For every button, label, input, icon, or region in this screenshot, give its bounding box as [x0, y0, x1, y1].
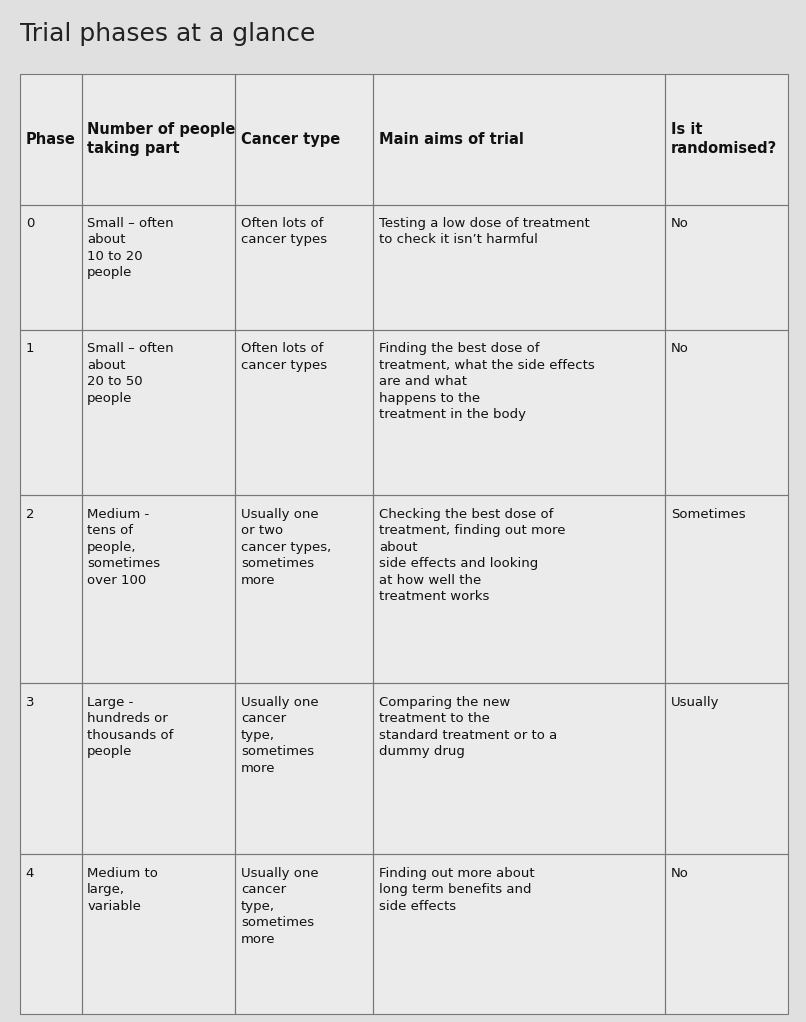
Text: Small – often
about
20 to 50
people: Small – often about 20 to 50 people [87, 342, 174, 405]
Bar [235, 74, 373, 204]
Bar [81, 684, 235, 854]
Text: No: No [671, 342, 689, 356]
Bar [666, 74, 788, 204]
Text: Usually one
cancer
type,
sometimes
more: Usually one cancer type, sometimes more [241, 867, 318, 945]
Text: Comparing the new
treatment to the
standard treatment or to a
dummy drug: Comparing the new treatment to the stand… [379, 696, 558, 758]
Bar [666, 496, 788, 684]
Text: 4: 4 [26, 867, 34, 880]
Bar [81, 496, 235, 684]
Bar [235, 204, 373, 330]
Text: Usually one
cancer
type,
sometimes
more: Usually one cancer type, sometimes more [241, 696, 318, 775]
Bar [20, 330, 81, 496]
Bar [373, 74, 666, 204]
Text: Finding out more about
long term benefits and
side effects: Finding out more about long term benefit… [379, 867, 534, 913]
Text: Phase: Phase [26, 132, 76, 146]
Bar [235, 330, 373, 496]
Text: Medium to
large,
variable: Medium to large, variable [87, 867, 158, 913]
Text: Sometimes: Sometimes [671, 508, 746, 520]
Text: Medium -
tens of
people,
sometimes
over 100: Medium - tens of people, sometimes over … [87, 508, 160, 587]
Text: No: No [671, 217, 689, 230]
Text: Cancer type: Cancer type [241, 132, 340, 146]
Bar [235, 854, 373, 1014]
Text: Trial phases at a glance: Trial phases at a glance [20, 22, 315, 46]
Bar [81, 496, 235, 684]
Bar [666, 204, 788, 330]
Text: 2: 2 [26, 508, 35, 520]
Text: No: No [671, 867, 689, 880]
Bar [81, 684, 235, 854]
Bar [235, 684, 373, 854]
Text: Usually: Usually [671, 696, 720, 708]
Bar [20, 330, 81, 496]
Bar [235, 684, 373, 854]
Bar [235, 330, 373, 496]
Text: Usually one
or two
cancer types,
sometimes
more: Usually one or two cancer types, sometim… [241, 508, 331, 587]
Bar [373, 854, 666, 1014]
Bar [373, 204, 666, 330]
Bar [81, 74, 235, 204]
Bar [666, 684, 788, 854]
Bar [20, 74, 81, 204]
Bar [81, 74, 235, 204]
Bar [373, 854, 666, 1014]
Text: Finding the best dose of
treatment, what the side effects
are and what
happens t: Finding the best dose of treatment, what… [379, 342, 595, 421]
Bar [235, 204, 373, 330]
Bar [666, 330, 788, 496]
Text: 3: 3 [26, 696, 35, 708]
Bar [373, 74, 666, 204]
Bar [235, 854, 373, 1014]
Bar [20, 74, 81, 204]
Bar [81, 330, 235, 496]
Bar [20, 684, 81, 854]
Bar [81, 854, 235, 1014]
Text: Small – often
about
10 to 20
people: Small – often about 10 to 20 people [87, 217, 174, 279]
Bar [81, 854, 235, 1014]
Bar [666, 330, 788, 496]
Text: 1: 1 [26, 342, 35, 356]
Bar [20, 496, 81, 684]
Bar [235, 74, 373, 204]
Bar [373, 330, 666, 496]
Bar [373, 684, 666, 854]
Bar [666, 684, 788, 854]
Text: Main aims of trial: Main aims of trial [379, 132, 524, 146]
Text: 0: 0 [26, 217, 34, 230]
Bar [81, 204, 235, 330]
Bar [666, 204, 788, 330]
Bar [20, 204, 81, 330]
Bar [81, 330, 235, 496]
Bar [666, 854, 788, 1014]
Bar [20, 496, 81, 684]
Bar [373, 684, 666, 854]
Text: Checking the best dose of
treatment, finding out more
about
side effects and loo: Checking the best dose of treatment, fin… [379, 508, 566, 603]
Bar [235, 496, 373, 684]
Bar [235, 496, 373, 684]
Bar [666, 496, 788, 684]
Bar [373, 330, 666, 496]
Bar [373, 496, 666, 684]
Bar [20, 204, 81, 330]
Bar [81, 204, 235, 330]
Text: Often lots of
cancer types: Often lots of cancer types [241, 217, 327, 246]
Bar [20, 684, 81, 854]
Text: Large -
hundreds or
thousands of
people: Large - hundreds or thousands of people [87, 696, 173, 758]
Text: Often lots of
cancer types: Often lots of cancer types [241, 342, 327, 372]
Bar [373, 496, 666, 684]
Bar [666, 74, 788, 204]
Bar [20, 854, 81, 1014]
Text: Is it
randomised?: Is it randomised? [671, 122, 777, 156]
Text: Number of people
taking part: Number of people taking part [87, 122, 235, 156]
Bar [20, 854, 81, 1014]
Bar [666, 854, 788, 1014]
Text: Testing a low dose of treatment
to check it isn’t harmful: Testing a low dose of treatment to check… [379, 217, 590, 246]
Bar [373, 204, 666, 330]
